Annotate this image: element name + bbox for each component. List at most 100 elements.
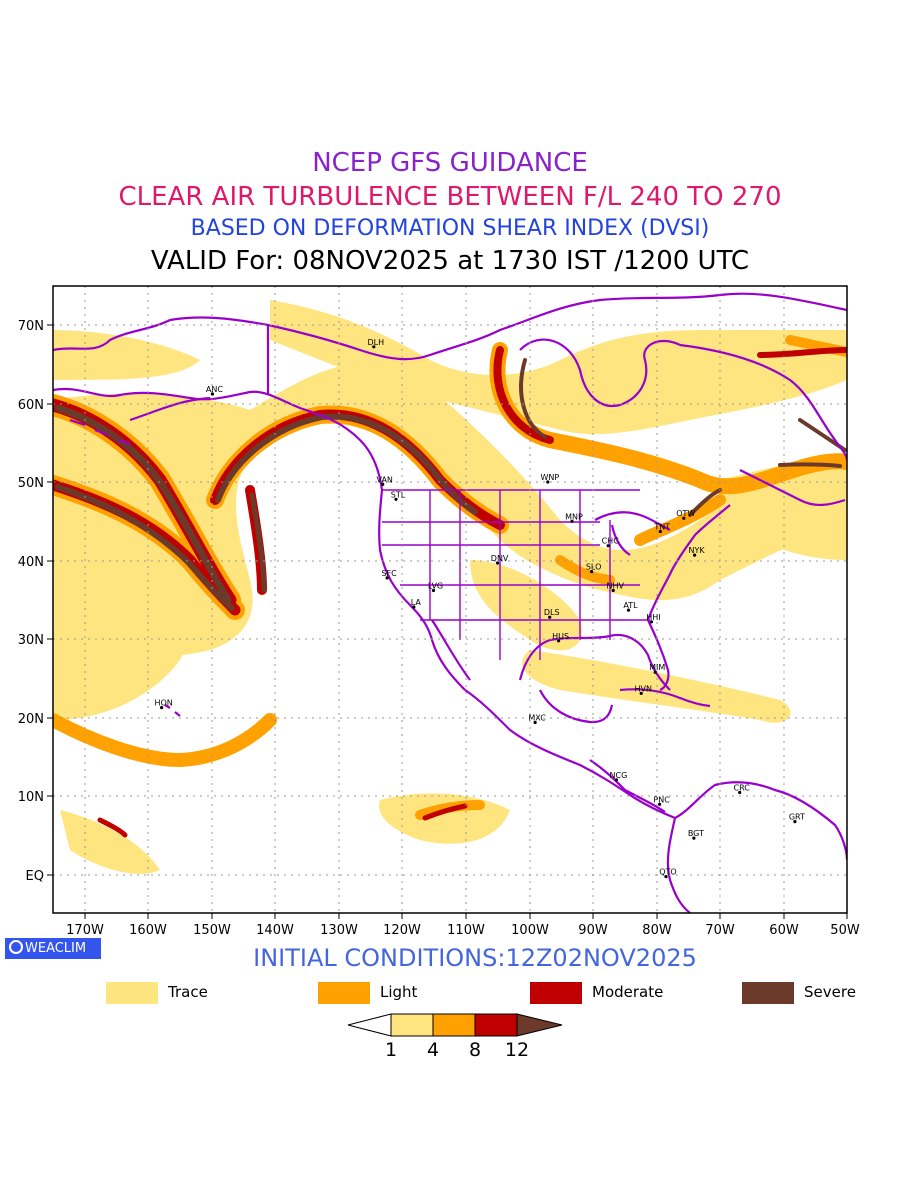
legend-label: Severe — [804, 983, 856, 1001]
colorbar-severe — [516, 1013, 563, 1037]
station-label: NYK — [689, 546, 706, 555]
lat-label: 50N — [18, 476, 44, 491]
station-dot — [793, 820, 797, 824]
logo-ring-icon — [9, 940, 23, 954]
station-label: DLS — [544, 608, 560, 617]
station-label: ATL — [623, 601, 638, 610]
state-borders — [382, 489, 650, 660]
station-dot — [412, 605, 416, 609]
lon-label: 80W — [642, 923, 672, 938]
station-dot — [658, 802, 662, 806]
station-label: HVN — [634, 684, 651, 693]
station-label: BGT — [688, 829, 704, 838]
station-dot — [372, 345, 376, 349]
station-label: DLH — [367, 338, 384, 347]
lon-label: 90W — [578, 923, 608, 938]
station-dot — [653, 670, 657, 674]
station-label: TNT — [653, 523, 670, 532]
legend-label: Light — [380, 983, 418, 1001]
station-label: OTW — [676, 509, 695, 518]
title-model: NCEP GFS GUIDANCE — [312, 148, 588, 178]
title-method: BASED ON DEFORMATION SHEAR INDEX (DVSI) — [190, 216, 710, 241]
station-dot — [692, 836, 696, 840]
lat-label: 60N — [18, 398, 44, 413]
lon-label: 150W — [193, 923, 231, 938]
station-label: QTO — [659, 868, 676, 877]
station-dot — [394, 497, 398, 501]
station-label: NCG — [610, 771, 628, 780]
station-dot — [590, 570, 594, 574]
legend-swatch — [742, 982, 794, 1004]
station-label: GRT — [789, 813, 805, 822]
station-dot — [533, 720, 537, 725]
lat-label: 10N — [18, 790, 44, 805]
station-dot — [385, 576, 389, 580]
title-product: CLEAR AIR TURBULENCE BETWEEN F/L 240 TO … — [118, 182, 782, 212]
station-label: LVG — [428, 582, 443, 591]
station-label: SLO — [586, 563, 602, 572]
lon-label: 100W — [511, 923, 549, 938]
station-markers: ANC DLH VAN STL WNP MNP OTW TNT CHC NYK SFC LVG DNV S… — [154, 338, 805, 879]
station-dot — [738, 790, 742, 795]
station-dot — [658, 529, 662, 534]
station-label: MXC — [528, 714, 546, 723]
lon-label: 110W — [447, 923, 485, 938]
axis-ticks — [47, 324, 848, 919]
colorbar-below-min — [347, 1013, 392, 1037]
lat-label: EQ — [26, 869, 44, 884]
station-label: CRC — [734, 784, 751, 793]
station-dot — [210, 392, 214, 396]
weaclim-logo: WEACLIM — [5, 938, 101, 959]
station-label: HHI — [646, 613, 660, 622]
station-label: PNC — [653, 795, 670, 804]
station-dot — [682, 516, 686, 520]
station-label: VAN — [376, 475, 392, 484]
colorbar-level: 8 — [468, 1039, 482, 1061]
station-dot — [381, 482, 385, 486]
coastlines — [53, 292, 847, 913]
lat-label: 30N — [18, 633, 44, 648]
station-label: MIM — [649, 663, 665, 672]
lon-label: 170W — [66, 923, 104, 938]
colorbar-level: 12 — [504, 1039, 530, 1061]
trace-areas — [53, 300, 847, 874]
colorbar-moderate — [474, 1013, 518, 1037]
station-label: CHC — [602, 537, 620, 546]
lat-label: 20N — [18, 712, 44, 727]
station-dot — [570, 519, 574, 523]
logo-text: WEACLIM — [25, 941, 87, 956]
station-dot — [693, 553, 697, 557]
lon-label: 120W — [383, 923, 421, 938]
station-dot — [496, 561, 500, 565]
lon-label: 70W — [705, 923, 735, 938]
legend-swatch — [318, 982, 370, 1004]
station-dot — [626, 608, 631, 612]
station-dot — [160, 706, 164, 710]
longitude-labels: 170W 160W 150W 140W 130W 120W 110W 100W … — [66, 923, 860, 938]
colorbar-level: 4 — [426, 1039, 440, 1061]
station-label: NHV — [606, 582, 624, 591]
station-label: HUS — [552, 632, 569, 641]
station-label: ANC — [206, 385, 223, 394]
lon-label: 140W — [256, 923, 294, 938]
latitude-labels: 70N 60N 50N 40N 30N 20N 10N EQ — [18, 319, 44, 884]
station-dot — [614, 778, 619, 782]
colorbar-level: 1 — [384, 1039, 398, 1061]
lat-label: 40N — [18, 555, 44, 570]
station-dot — [548, 615, 552, 619]
station-label: LA — [411, 598, 422, 607]
station-dot — [664, 875, 668, 879]
legend-swatch — [530, 982, 582, 1004]
station-dot — [611, 588, 615, 593]
station-label: DNV — [491, 554, 509, 563]
lon-label: 60W — [769, 923, 799, 938]
initial-conditions: INITIAL CONDITIONS:12Z02NOV2025 — [253, 944, 697, 972]
lon-label: 50W — [830, 923, 860, 938]
station-label: HON — [154, 699, 172, 708]
lat-label: 70N — [18, 319, 44, 334]
severe-bands — [54, 358, 847, 611]
lon-label: 160W — [129, 923, 167, 938]
station-dot — [546, 480, 550, 484]
colorbar-light — [432, 1013, 476, 1037]
